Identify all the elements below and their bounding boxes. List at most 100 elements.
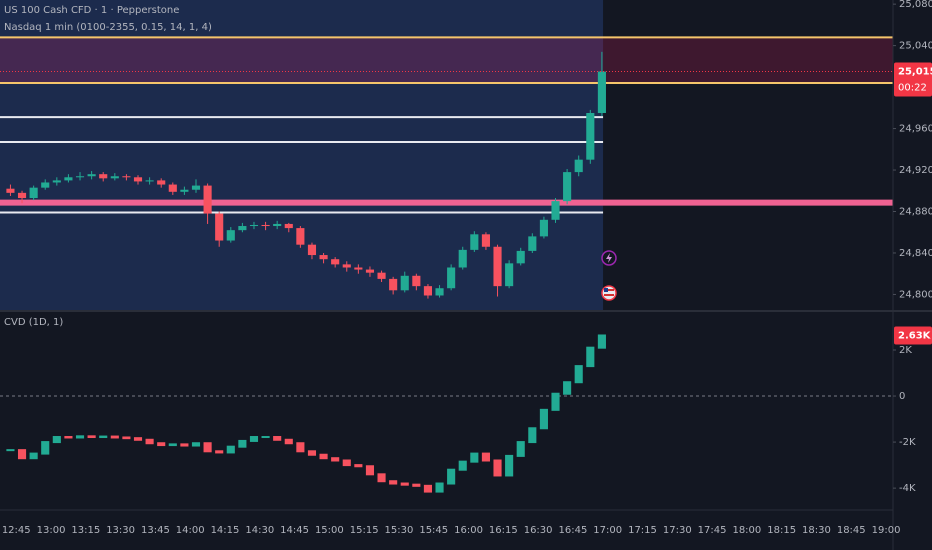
candle-body bbox=[423, 286, 433, 296]
main-panel bbox=[0, 36, 893, 299]
cvd-candle bbox=[389, 480, 398, 485]
y-tick-label: 0 bbox=[899, 391, 905, 402]
cvd-candle bbox=[574, 365, 583, 384]
candle-body bbox=[215, 213, 224, 241]
candle-body bbox=[586, 113, 595, 160]
cvd-candle bbox=[29, 452, 38, 460]
candle-body bbox=[296, 228, 305, 245]
candle-body bbox=[284, 223, 293, 229]
cvd-panel bbox=[0, 334, 893, 493]
y-tick-label: 25,040.0 bbox=[899, 41, 932, 52]
candle-body bbox=[528, 236, 537, 251]
x-tick-label: 15:30 bbox=[385, 525, 414, 536]
event-icons bbox=[601, 250, 617, 301]
candle-body bbox=[29, 187, 38, 199]
x-tick-label: 15:15 bbox=[350, 525, 379, 536]
candle-body bbox=[597, 71, 606, 114]
cvd-candle bbox=[64, 436, 73, 439]
cvd-candle bbox=[238, 439, 247, 448]
candle-body bbox=[365, 269, 375, 273]
cvd-title: CVD (1D, 1) bbox=[4, 317, 63, 328]
cvd-candle bbox=[470, 452, 479, 463]
cvd-candle bbox=[191, 442, 201, 447]
x-tick-label: 15:45 bbox=[419, 525, 448, 536]
candle-body bbox=[145, 180, 154, 182]
candle-body bbox=[319, 255, 328, 260]
cvd-candle bbox=[110, 435, 119, 439]
candle-body bbox=[52, 180, 61, 183]
cvd-candle bbox=[180, 443, 189, 447]
cvd-candle bbox=[412, 483, 421, 487]
x-tick-label: 12:45 bbox=[2, 525, 31, 536]
candle-body bbox=[389, 278, 398, 291]
y-tick-label: 24,800.0 bbox=[899, 289, 932, 300]
axes: 25,080.0 25,040.0 24,960.0 24,920.0 24,880.0… bbox=[2, 0, 932, 536]
cvd-candle bbox=[41, 441, 50, 455]
candle-body bbox=[400, 275, 409, 291]
candle-body bbox=[354, 267, 363, 270]
countdown-label: 00:22 bbox=[898, 83, 927, 94]
y-tick-label: -2K bbox=[899, 437, 916, 448]
cvd-candle bbox=[296, 442, 305, 453]
y-tick-label: 24,840.0 bbox=[899, 248, 932, 259]
cvd-candle bbox=[17, 449, 27, 460]
x-tick-label: 18:30 bbox=[802, 525, 831, 536]
candle-body bbox=[574, 159, 583, 173]
cvd-candle bbox=[481, 452, 490, 462]
cvd-candle bbox=[203, 442, 212, 453]
cvd-candle bbox=[586, 346, 595, 368]
symbol-title: US 100 Cash CFD · 1 · Pepperstone bbox=[4, 5, 179, 16]
candle-body bbox=[273, 223, 282, 227]
candle-body bbox=[180, 189, 189, 192]
cvd-candle bbox=[423, 484, 433, 493]
cvd-candle bbox=[447, 468, 456, 485]
lightning-glyph bbox=[606, 253, 612, 263]
candle-body bbox=[435, 288, 444, 296]
x-tick-label: 14:30 bbox=[245, 525, 274, 536]
cvd-candle bbox=[528, 427, 537, 444]
flag-stripe bbox=[604, 294, 614, 296]
cvd-candle bbox=[539, 408, 548, 430]
indicator-title: Nasdaq 1 min (0100-2355, 0.15, 14, 1, 4) bbox=[4, 22, 212, 33]
cvd-candle bbox=[458, 460, 467, 471]
zone bbox=[0, 37, 893, 83]
y-tick-label: 24,880.0 bbox=[899, 207, 932, 218]
candle-body bbox=[133, 177, 143, 182]
cvd-candle bbox=[145, 438, 154, 445]
x-tick-label: 13:30 bbox=[106, 525, 135, 536]
candle-body bbox=[203, 185, 212, 214]
candle-body bbox=[249, 224, 259, 227]
cvd-candle bbox=[215, 450, 224, 454]
candle-body bbox=[377, 272, 386, 279]
last-value-tag bbox=[894, 326, 932, 345]
cvd-candle bbox=[284, 438, 293, 445]
candle-body bbox=[99, 174, 108, 179]
session-shade bbox=[0, 0, 604, 310]
x-tick-label: 16:45 bbox=[558, 525, 587, 536]
candle-body bbox=[551, 201, 560, 220]
cvd-candle bbox=[377, 473, 386, 483]
cvd-candle bbox=[563, 381, 572, 395]
candle-body bbox=[261, 224, 270, 227]
last-value-label: 2.63K bbox=[898, 330, 932, 341]
x-tick-label: 13:15 bbox=[71, 525, 100, 536]
cvd-candle bbox=[226, 445, 235, 454]
candle-body bbox=[458, 249, 467, 268]
cvd-candle bbox=[493, 459, 502, 477]
candle-body bbox=[539, 219, 548, 237]
candle-body bbox=[17, 192, 27, 199]
x-tick-label: 14:00 bbox=[176, 525, 205, 536]
candle-body bbox=[110, 176, 119, 179]
flag-canton bbox=[604, 288, 608, 292]
y-tick-label: 2K bbox=[899, 345, 912, 356]
cvd-candle bbox=[249, 436, 259, 442]
candle-body bbox=[168, 184, 177, 192]
x-tick-label: 18:45 bbox=[837, 525, 866, 536]
candle-body bbox=[412, 275, 421, 287]
x-tick-label: 16:00 bbox=[454, 525, 483, 536]
cvd-candle bbox=[516, 441, 525, 457]
candle-body bbox=[226, 230, 235, 241]
cvd-candle bbox=[400, 482, 409, 486]
candle-body bbox=[331, 259, 340, 265]
cvd-candle bbox=[133, 437, 143, 441]
